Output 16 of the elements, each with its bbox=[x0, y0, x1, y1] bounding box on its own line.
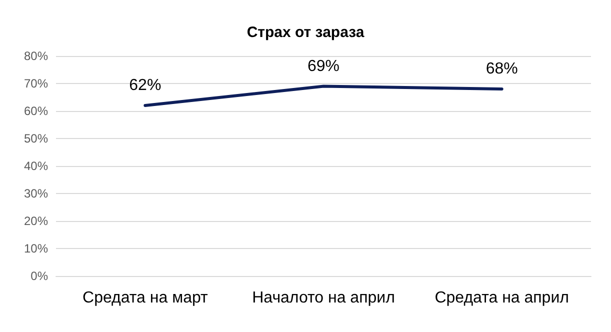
x-tick-label: Средата на април bbox=[434, 290, 569, 306]
chart-title: Страх от зараза bbox=[246, 24, 365, 41]
x-tick-label: Средата на март bbox=[82, 290, 209, 306]
y-tick-label: 10% bbox=[24, 242, 48, 256]
y-tick-label: 0% bbox=[30, 269, 48, 283]
x-tick-label: Началото на април bbox=[252, 290, 395, 306]
y-tick-label: 30% bbox=[24, 186, 48, 200]
y-tick-label: 50% bbox=[24, 132, 48, 146]
y-tick-label: 20% bbox=[24, 214, 48, 228]
y-tick-label: 70% bbox=[24, 76, 48, 90]
data-label: 62% bbox=[129, 77, 162, 94]
data-label: 68% bbox=[486, 60, 518, 78]
data-label: 69% bbox=[307, 58, 340, 75]
y-tick-label: 80% bbox=[24, 49, 48, 63]
y-tick-label: 60% bbox=[24, 104, 48, 118]
y-tick-label: 40% bbox=[24, 159, 48, 173]
